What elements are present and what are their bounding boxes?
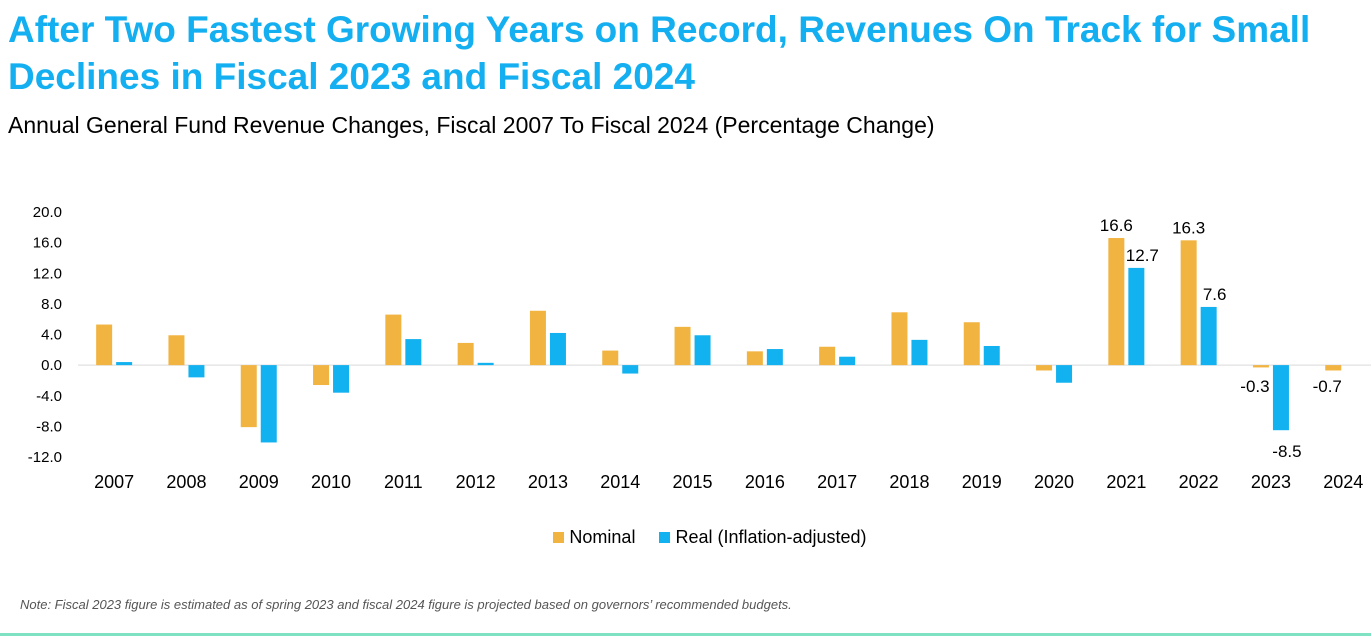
bar-nominal-2011 [385,314,402,366]
bar-real-2018 [911,339,928,366]
x-tick-label: 2011 [384,472,423,492]
legend-label-nominal: Nominal [569,527,636,547]
data-label: -8.5 [1272,442,1301,461]
bar-nominal-2013 [529,310,546,366]
bar-nominal-2012 [457,342,474,366]
x-tick-label: 2020 [1034,472,1074,492]
bar-real-2007 [116,362,133,366]
x-tick-label: 2019 [962,472,1002,492]
bar-real-2014 [622,365,639,374]
y-tick-label: 8.0 [41,296,62,313]
x-tick-label: 2007 [94,472,134,492]
y-tick-label: 16.0 [33,235,62,252]
data-label: -0.7 [1313,377,1342,396]
bar-real-2008 [188,365,205,378]
bar-real-2010 [333,365,350,393]
bar-real-2012 [477,362,494,366]
bar-nominal-2009 [240,365,257,428]
bar-nominal-2010 [313,365,330,386]
y-tick-label: 4.0 [41,327,62,344]
data-label: 16.6 [1100,216,1133,235]
x-tick-label: 2012 [456,472,496,492]
x-tick-label: 2022 [1179,472,1219,492]
legend-item-real: Real (Inflation-adjusted) [659,527,867,548]
legend: Nominal Real (Inflation-adjusted) [0,527,1371,548]
data-label: 7.6 [1203,285,1227,304]
x-tick-label: 2017 [817,472,857,492]
y-tick-label: 20.0 [33,204,62,221]
x-tick-label: 2021 [1106,472,1146,492]
x-tick-label: 2016 [745,472,785,492]
bar-real-2013 [549,332,566,366]
bar-nominal-2021 [1108,238,1125,366]
data-label: 16.3 [1172,218,1205,237]
chart-title: After Two Fastest Growing Years on Recor… [8,9,1311,97]
bar-nominal-2008 [168,335,185,366]
bar-real-2019 [983,345,1000,366]
bar-chart: 20.0 16.0 12.0 8.0 4.0 0.0 -4.0 -8.0 -12.0 2007 20… [28,204,1371,492]
x-tick-label: 2013 [528,472,568,492]
x-tick-label: 2023 [1251,472,1291,492]
y-tick-label: -12.0 [28,449,62,466]
bottom-divider [0,633,1371,636]
x-tick-label: 2018 [889,472,929,492]
x-tick-label: 2015 [673,472,713,492]
legend-swatch-real [659,532,671,543]
bar-nominal-2007 [96,324,113,366]
bar-nominal-2017 [819,346,836,366]
bar-nominal-2022 [1180,240,1197,366]
data-label: -0.3 [1240,377,1269,396]
x-tick-label: 2009 [239,472,279,492]
bar-real-2020 [1056,365,1073,383]
bar-nominal-2018 [891,312,908,366]
bar-real-2009 [260,365,277,443]
bar-real-2022 [1200,306,1217,366]
bar-nominal-2024 [1325,365,1342,371]
bar-nominal-2014 [602,350,619,366]
legend-label-real: Real (Inflation-adjusted) [675,527,867,547]
bar-nominal-2016 [746,351,763,366]
bar-nominal-2023 [1252,365,1269,368]
bar-real-2021 [1128,267,1145,366]
bar-real-2011 [405,339,422,366]
y-tick-label: -8.0 [36,418,62,435]
legend-swatch-nominal [553,532,565,543]
y-tick-label: -4.0 [36,388,62,405]
x-tick-label: 2008 [166,472,206,492]
bar-real-2016 [766,349,783,366]
bar-nominal-2015 [674,326,691,366]
y-tick-label: 0.0 [41,357,62,374]
legend-item-nominal: Nominal [553,527,635,548]
chart-subtitle: Annual General Fund Revenue Changes, Fis… [8,112,935,138]
bar-real-2023 [1272,365,1289,431]
x-tick-label: 2014 [600,472,640,492]
bar-nominal-2019 [963,322,980,366]
footnote: Note: Fiscal 2023 figure is estimated as… [20,597,792,612]
x-tick-label: 2024 [1323,472,1363,492]
bar-real-2017 [839,356,856,366]
bar-nominal-2020 [1036,365,1053,371]
data-label: 12.7 [1126,246,1159,265]
y-tick-label: 12.0 [33,265,62,282]
bar-real-2015 [694,335,711,366]
x-tick-label: 2010 [311,472,351,492]
